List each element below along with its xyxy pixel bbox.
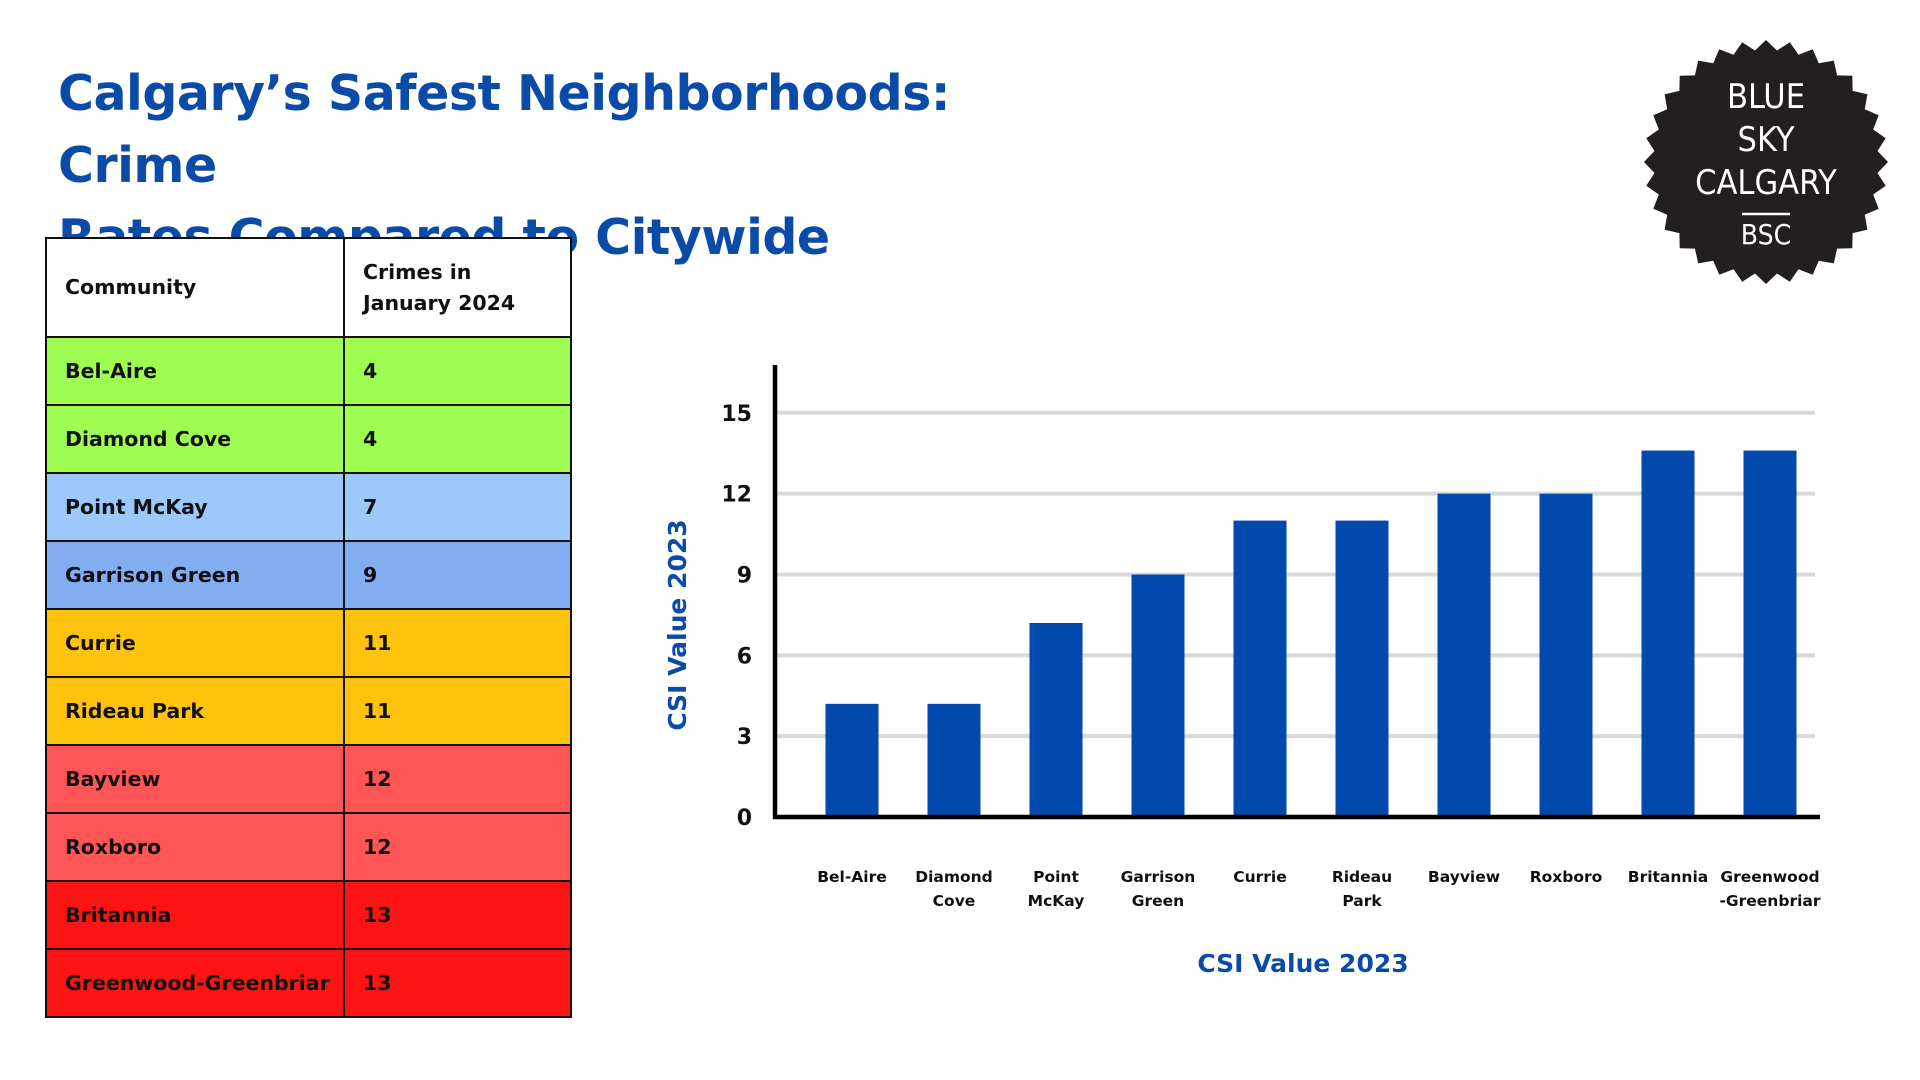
bar	[927, 703, 981, 817]
title-line-1: Calgary’s Safest Neighborhoods: Crime	[58, 65, 950, 194]
table-row: Greenwood-Greenbriar 13	[45, 948, 572, 1018]
table-row: Currie 11	[45, 608, 572, 678]
community-cell: Currie	[45, 608, 345, 678]
x-tick-label: Roxboro	[1530, 868, 1603, 886]
community-cell: Roxboro	[45, 812, 345, 882]
y-tick-label: 9	[737, 563, 752, 588]
x-tick-label: Britannia	[1628, 868, 1708, 886]
x-tick-label: Diamond	[915, 868, 993, 886]
header-crimes: Crimes in January 2024	[343, 237, 572, 338]
crimes-cell: 12	[343, 744, 572, 814]
crimes-cell: 13	[343, 948, 572, 1018]
bar	[1743, 450, 1797, 817]
crimes-cell: 13	[343, 880, 572, 950]
bar	[1437, 493, 1491, 817]
x-axis-title: CSI Value 2023	[1197, 949, 1408, 978]
bar	[1641, 450, 1695, 817]
table-row: Rideau Park 11	[45, 676, 572, 746]
community-cell: Point McKay	[45, 472, 345, 542]
x-tick-label: Currie	[1233, 868, 1287, 886]
x-tick-label: Garrison	[1121, 868, 1196, 886]
crimes-cell: 4	[343, 404, 572, 474]
y-tick-label: 15	[721, 402, 752, 427]
x-tick-label: Point	[1033, 868, 1079, 886]
crimes-cell: 11	[343, 608, 572, 678]
y-tick-label: 3	[737, 725, 752, 750]
x-tick-label: Rideau	[1332, 868, 1392, 886]
table-row: Diamond Cove 4	[45, 404, 572, 474]
blue-sky-calgary-logo: BLUE SKY CALGARY BSC	[1644, 40, 1888, 284]
header-community: Community	[45, 237, 345, 338]
bar	[1233, 520, 1287, 817]
bar	[825, 703, 879, 817]
header-crimes-line-2: January 2024	[363, 290, 516, 315]
bar	[1131, 574, 1185, 817]
table-body: Bel-Aire 4 Diamond Cove 4 Point McKay 7 Garris…	[45, 336, 572, 1018]
y-tick-label: 0	[737, 806, 752, 831]
y-tick-label: 12	[721, 483, 752, 508]
x-tick-label: Cove	[933, 892, 976, 910]
table-row: Bayview 12	[45, 744, 572, 814]
community-cell: Greenwood-Greenbriar	[45, 948, 345, 1018]
table-row: Bel-Aire 4	[45, 336, 572, 406]
crime-table: Community Crimes in January 2024 Bel-Air…	[45, 237, 572, 1018]
community-cell: Garrison Green	[45, 540, 345, 610]
community-cell: Bayview	[45, 744, 345, 814]
csi-bar-chart: 0 3 6 9 12 15 Bel-Aire Diamond Cove Point McKay Gar…	[663, 365, 1821, 978]
community-cell: Bel-Aire	[45, 336, 345, 406]
y-axis-title: CSI Value 2023	[663, 519, 692, 730]
crimes-cell: 9	[343, 540, 572, 610]
table-row: Garrison Green 9	[45, 540, 572, 610]
logo-text-calgary: CALGARY	[1695, 163, 1837, 203]
bar	[1539, 493, 1593, 817]
y-tick-label: 6	[737, 644, 752, 669]
crimes-cell: 4	[343, 336, 572, 406]
community-cell: Britannia	[45, 880, 345, 950]
table-header-row: Community Crimes in January 2024	[45, 237, 572, 338]
logo-text-bsc: BSC	[1741, 218, 1791, 251]
x-tick-label: Green	[1132, 892, 1184, 910]
community-cell: Rideau Park	[45, 676, 345, 746]
logo-text-blue: BLUE	[1727, 77, 1805, 117]
bar	[1335, 520, 1389, 817]
x-tick-label: Bel-Aire	[817, 868, 887, 886]
community-cell: Diamond Cove	[45, 404, 345, 474]
table-row: Point McKay 7	[45, 472, 572, 542]
logo-text-sky: SKY	[1738, 120, 1795, 160]
x-tick-label: -Greenbriar	[1719, 892, 1820, 910]
crimes-cell: 12	[343, 812, 572, 882]
x-tick-label: Bayview	[1428, 868, 1500, 886]
x-tick-label: McKay	[1028, 892, 1085, 910]
crimes-cell: 11	[343, 676, 572, 746]
logo-seal-shape	[1644, 40, 1888, 284]
table-row: Roxboro 12	[45, 812, 572, 882]
x-tick-label: Greenwood	[1720, 868, 1819, 886]
bar	[1029, 622, 1083, 817]
table-row: Britannia 13	[45, 880, 572, 950]
crimes-cell: 7	[343, 472, 572, 542]
x-tick-label: Park	[1342, 892, 1382, 910]
header-crimes-line-1: Crimes in	[363, 259, 472, 284]
